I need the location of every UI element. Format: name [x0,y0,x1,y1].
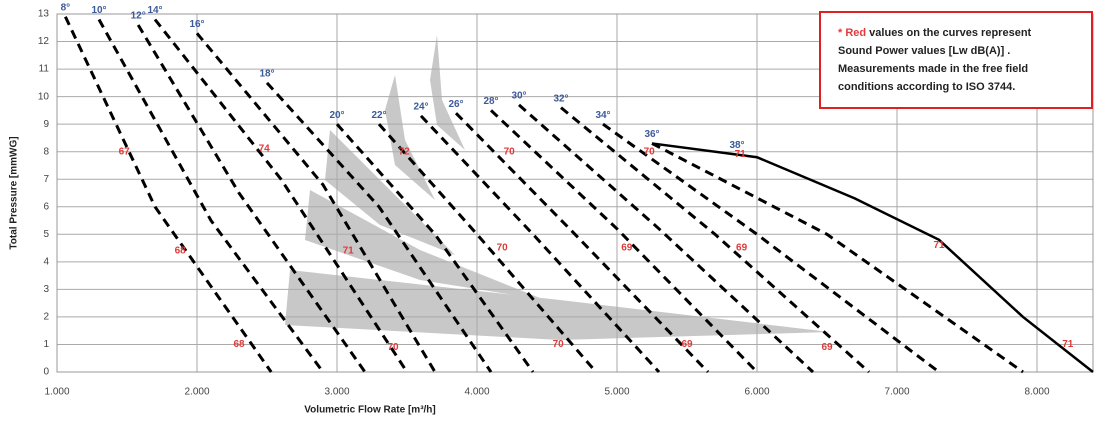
y-tick-label: 6 [43,201,49,212]
note-box [819,11,1093,109]
curve-label: 32° [553,93,568,104]
x-tick-label: 2.000 [184,387,209,398]
y-axis-title: Total Pressure [mmWG] [9,136,20,249]
sound-value: 68 [175,245,187,256]
note-line: conditions according to ISO 3744. [838,81,1015,93]
curve-label: 22° [371,110,386,121]
y-tick-label: 10 [38,91,50,102]
curve [153,18,409,373]
curve-label: 10° [91,5,106,16]
x-tick-label: 6.000 [744,387,769,398]
sound-value: 69 [821,342,833,353]
note-text: Sound Power values [Lw dB(A)] . [838,45,1010,57]
curve [97,18,325,373]
y-tick-label: 2 [43,312,49,323]
curve [518,103,815,374]
curve [489,109,759,374]
curve-label: 14° [147,5,162,16]
y-tick-label: 0 [43,367,49,378]
curve [651,142,1094,373]
y-tick-label: 3 [43,284,49,295]
sound-value: 71 [735,149,747,160]
curve-label: 36° [644,129,659,140]
y-tick-label: 11 [39,64,50,75]
y-tick-label: 7 [43,174,49,185]
x-axis-title: Volumetric Flow Rate [m³/h] [304,405,436,416]
curve-label: 18° [259,68,274,79]
x-tick-label: 8.000 [1024,387,1049,398]
curve-label: 8° [61,2,71,13]
sound-value: 71 [343,245,355,256]
y-tick-label: 5 [43,229,49,240]
curve-label: 20° [329,110,344,121]
sound-value: 74 [259,144,271,155]
sound-value: 70 [553,339,565,350]
y-tick-label: 8 [43,146,49,157]
curve-label: 34° [595,110,610,121]
x-tick-label: 3.000 [324,387,349,398]
sound-value: 69 [736,243,748,254]
sound-value: 70 [497,243,509,254]
note-text: conditions according to ISO 3744. [838,81,1015,93]
plot-frame [56,13,1094,373]
note-line: Measurements made in the free field [838,63,1028,75]
note-highlight: * Red [838,27,866,39]
sound-value: 71 [933,240,945,251]
sound-value: 69 [621,243,633,254]
curve [195,32,437,373]
curve-label: 26° [448,99,463,110]
y-tick-label: 1 [43,339,49,350]
note-line: * Red values on the curves represent [838,27,1032,39]
sound-value: 67 [119,146,131,157]
curve-label: 30° [511,91,526,102]
sound-value: 70 [644,146,656,157]
curve [136,24,367,373]
curve [377,123,598,373]
sound-value: 70 [387,342,399,353]
fan-logo [285,35,830,340]
curve-label: 38° [729,140,744,151]
y-tick-label: 13 [38,9,50,20]
curve-label: 12° [131,11,146,22]
curve-label: 24° [413,102,428,113]
curve [602,122,940,374]
curve [651,142,1024,374]
sound-value: 71 [1062,339,1074,350]
x-tick-label: 5.000 [604,387,629,398]
curve [265,81,493,373]
curve [419,114,661,374]
curve [335,123,535,373]
y-tick-label: 9 [43,119,49,130]
curve-label: 16° [189,19,204,30]
note-text: Measurements made in the free field [838,63,1028,75]
note-line: Sound Power values [Lw dB(A)] . [838,45,1010,57]
curve [64,16,273,373]
x-tick-label: 7.000 [884,387,909,398]
x-tick-label: 4.000 [464,387,489,398]
curve [560,106,870,374]
curve [454,112,710,374]
sound-value: 72 [399,146,411,157]
y-tick-label: 4 [43,256,49,267]
note-text: values on the curves represent [866,27,1031,39]
y-tick-label: 12 [38,36,50,47]
x-tick-label: 1.000 [44,387,69,398]
sound-value: 70 [504,146,516,157]
sound-value: 68 [233,339,245,350]
curve-label: 28° [483,96,498,107]
sound-value: 69 [681,339,693,350]
